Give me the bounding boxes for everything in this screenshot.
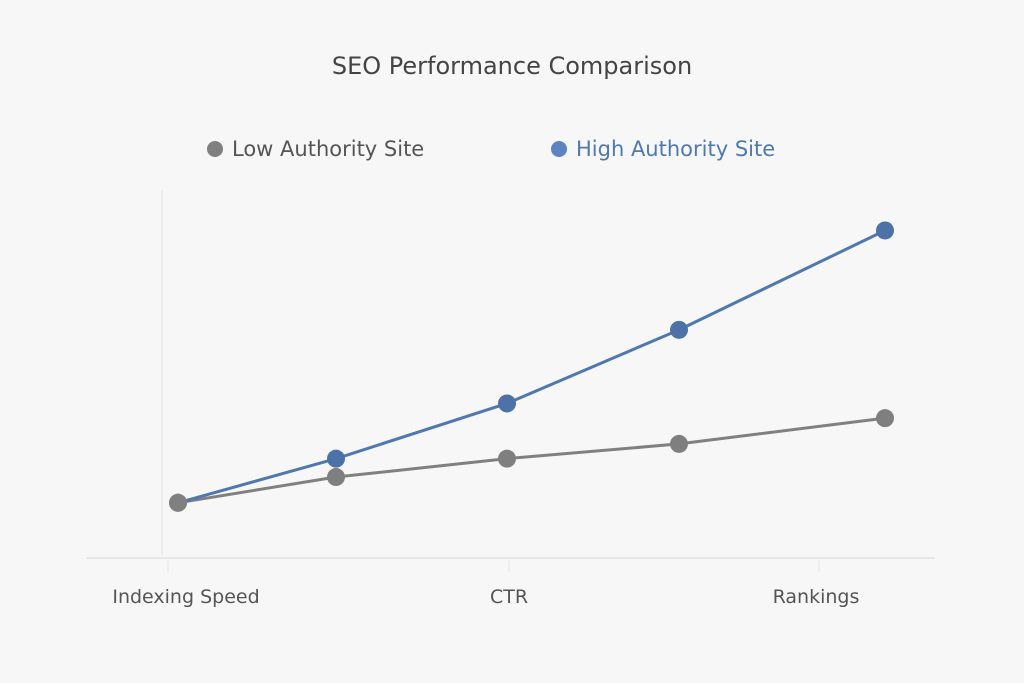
chart-title: SEO Performance Comparison (331, 52, 693, 80)
data-point-low (876, 409, 894, 428)
legend-label-high: High Authority Site (576, 137, 776, 161)
x-tick-label: CTR (490, 586, 528, 608)
series-line-high (177, 229, 886, 505)
data-point-high (169, 493, 187, 512)
legend-item-low: Low Authority Site (207, 137, 424, 161)
legend-marker-high-icon (551, 141, 567, 157)
data-point-low (670, 434, 688, 453)
data-point-low (498, 449, 516, 468)
data-point-high (876, 221, 894, 240)
x-tick-label: Rankings (773, 586, 860, 608)
x-tick-label: Indexing Speed (112, 586, 259, 608)
legend-item-high: High Authority Site (551, 137, 775, 161)
legend-marker-low-icon (207, 141, 223, 157)
data-point-low (327, 468, 345, 487)
data-point-high (327, 449, 345, 468)
series-line-low (177, 416, 886, 505)
legend-label-low: Low Authority Site (232, 137, 425, 161)
data-point-high (670, 320, 688, 339)
data-point-high (498, 394, 516, 413)
